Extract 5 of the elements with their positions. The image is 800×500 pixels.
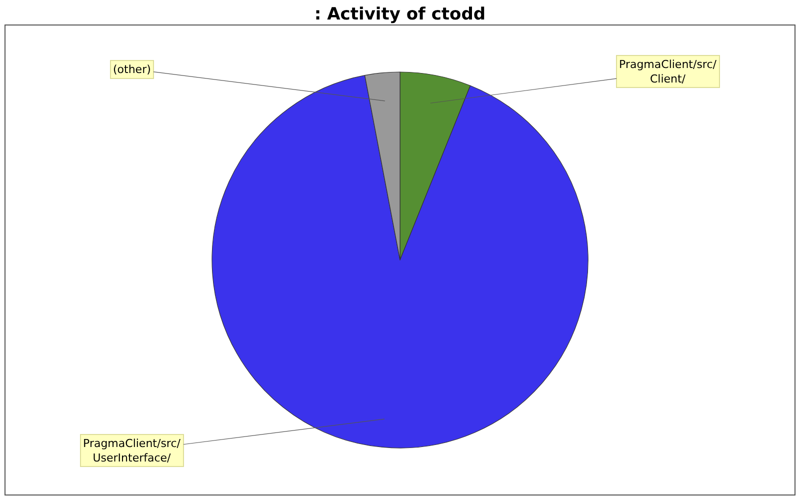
- slice-label: PragmaClient/src/Client/: [619, 58, 717, 86]
- chart-title: : Activity of ctodd: [314, 4, 486, 24]
- slice-label: (other): [113, 63, 151, 76]
- pie-slice: [212, 75, 588, 448]
- slice-label: PragmaClient/src/UserInterface/: [83, 437, 181, 464]
